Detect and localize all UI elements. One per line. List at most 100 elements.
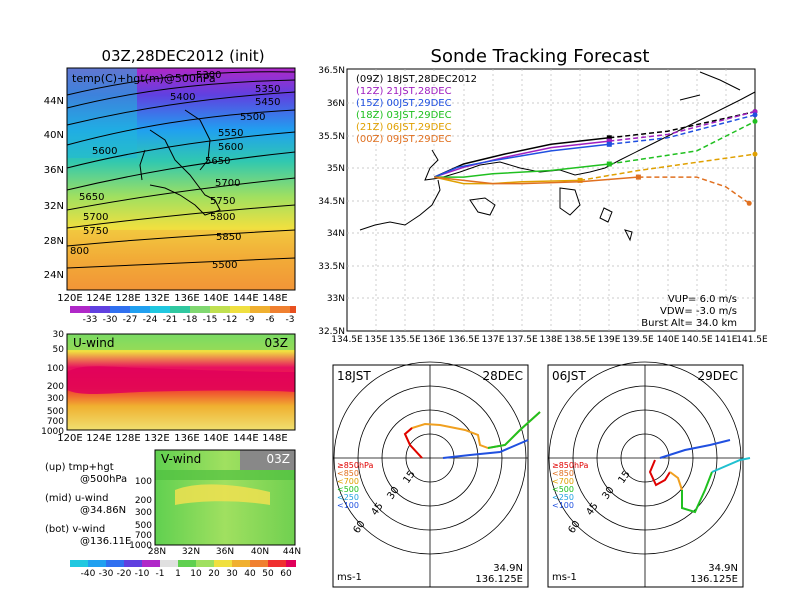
hodo-unit: ms-1 [337, 572, 362, 583]
x-tick: 144E [233, 433, 258, 444]
hodo-lat: 34.9N [708, 563, 738, 574]
hodo-time: 18JST [337, 369, 371, 383]
contour-label: 5750 [83, 226, 108, 237]
legend-entry: (09Z) 18JST,28DEC2012 [356, 74, 477, 85]
x-tick: 138E [540, 335, 563, 345]
x-tick: 135E [365, 335, 388, 345]
y-tick: 33N [327, 294, 345, 304]
hodo-trace-low [648, 459, 671, 487]
x-tick: 40N [251, 547, 269, 557]
hodo-trace-upper [711, 457, 751, 473]
x-tick: 141.5E [736, 335, 768, 345]
colorbar-label: -9 [246, 315, 255, 325]
hodograph-right: 15 30 45 60 06JST 29DEC ≥850hPa <850 <70… [547, 361, 751, 588]
y-tick: 100 [135, 477, 152, 487]
v-wind-frame [154, 449, 296, 546]
v-wind-missing [240, 450, 295, 470]
colorbar-label: -6 [266, 315, 275, 325]
y-tick: 200 [135, 496, 152, 506]
level-label: <700 [552, 477, 574, 486]
landing-point [752, 112, 758, 118]
x-tick: 36N [216, 547, 234, 557]
x-tick: 136E [423, 335, 446, 345]
y-tick: 44N [44, 96, 64, 107]
colorbar-label: -3 [286, 315, 295, 325]
track-line-dashed [609, 110, 756, 142]
level-label: <250 [337, 493, 359, 502]
wind-colorbar-labels: -40 -30 -20 -10 -1 1 10 20 30 40 50 60 [81, 569, 292, 579]
x-tick: 136.5E [448, 335, 480, 345]
v-wind-panel: V-wind 03Z [154, 449, 296, 546]
hodo-lon: 136.125E [690, 574, 738, 585]
x-tick: 132E [144, 433, 169, 444]
landing-point [746, 200, 752, 206]
v-wind-x-ticks: 28N 32N 36N 40N 44N [148, 547, 301, 557]
landing-point [752, 118, 758, 124]
contour-label: 5600 [218, 142, 243, 153]
contour-label: 5600 [92, 146, 117, 157]
level-label: ≥850hPa [552, 461, 589, 470]
x-tick: 144E [233, 293, 258, 304]
x-tick: 134.5E [331, 335, 363, 345]
forecast-y-ticks: 36.5N 36N 35.5N 35N 34.5N 34N 33.5N 33N … [318, 66, 345, 337]
jet-core [67, 366, 295, 394]
hodo-date: 29DEC [698, 369, 738, 383]
y-tick: 24N [44, 270, 64, 281]
param-line: Burst Alt= 34.0 km [641, 318, 737, 329]
y-tick: 36N [327, 99, 345, 109]
y-tick: 36.5N [318, 66, 345, 76]
x-tick: 137.5E [506, 335, 538, 345]
u-wind-x-ticks: 120E 124E 128E 132E 136E 140E 144E 148E [57, 433, 287, 444]
y-tick: 500 [135, 521, 152, 531]
track-line-dashed [638, 176, 750, 204]
hodo-trace-high [659, 439, 731, 459]
x-tick: 28N [148, 547, 166, 557]
y-tick: 32N [44, 201, 64, 212]
colorbar-label: 60 [280, 569, 292, 579]
param-line: VDW= -3.0 m/s [660, 306, 737, 317]
contour-label: 5350 [255, 84, 280, 95]
y-tick: 32.5N [318, 327, 345, 337]
map-title: 03Z,28DEC2012 (init) [101, 47, 264, 65]
x-tick: 148E [262, 293, 287, 304]
hodo-trace-mid [681, 471, 713, 514]
y-tick: 35N [327, 164, 345, 174]
level-label: <250 [552, 493, 574, 502]
contour-label: 5800 [210, 212, 235, 223]
contour-label: 5450 [255, 97, 280, 108]
colorbar-label: -10 [135, 569, 150, 579]
track-line [434, 140, 610, 178]
colorbar-label: -12 [223, 315, 238, 325]
colorbar-label: -1 [156, 569, 165, 579]
burst-marker [606, 138, 612, 144]
contour-label: 5650 [205, 156, 230, 167]
contour-label: 5300 [196, 70, 221, 81]
forecast-title: Sonde Tracking Forecast [431, 46, 650, 67]
level-label: <700 [337, 477, 359, 486]
hodo-trace [669, 471, 683, 491]
y-tick: 300 [47, 394, 64, 404]
u-wind-label: U-wind [73, 336, 114, 350]
legend-entry: (18Z) 03JST,29DEC [356, 110, 452, 121]
track-line-dashed [609, 110, 756, 139]
forecast-x-ticks: 134.5E 135E 135.5E 136E 136.5E 137E 137.… [331, 335, 768, 345]
level-label: <850 [552, 469, 574, 478]
map-field-label: temp(C)+hgt(m)@500hPa [72, 72, 216, 85]
x-tick: 128E [115, 293, 140, 304]
colorbar-label: 40 [244, 569, 256, 579]
x-tick: 44N [283, 547, 301, 557]
level-label: <100 [552, 501, 574, 510]
colorbar-label: 20 [208, 569, 220, 579]
y-tick: 34N [327, 229, 345, 239]
hodo-lon: 136.125E [475, 574, 523, 585]
level-label: <100 [337, 501, 359, 510]
v-wind-y-ticks: 100 200 300 500 700 1000 [129, 477, 152, 551]
hodo-frame [332, 364, 529, 588]
hodograph-left: 15 30 45 60 18JST 28DEC ≥850hPa <850 <70… [332, 361, 541, 588]
y-tick: 34.5N [318, 197, 345, 207]
x-tick: 140E [203, 433, 228, 444]
x-tick: 128E [115, 433, 140, 444]
y-tick: 200 [47, 382, 64, 392]
level-label: <500 [552, 485, 574, 494]
